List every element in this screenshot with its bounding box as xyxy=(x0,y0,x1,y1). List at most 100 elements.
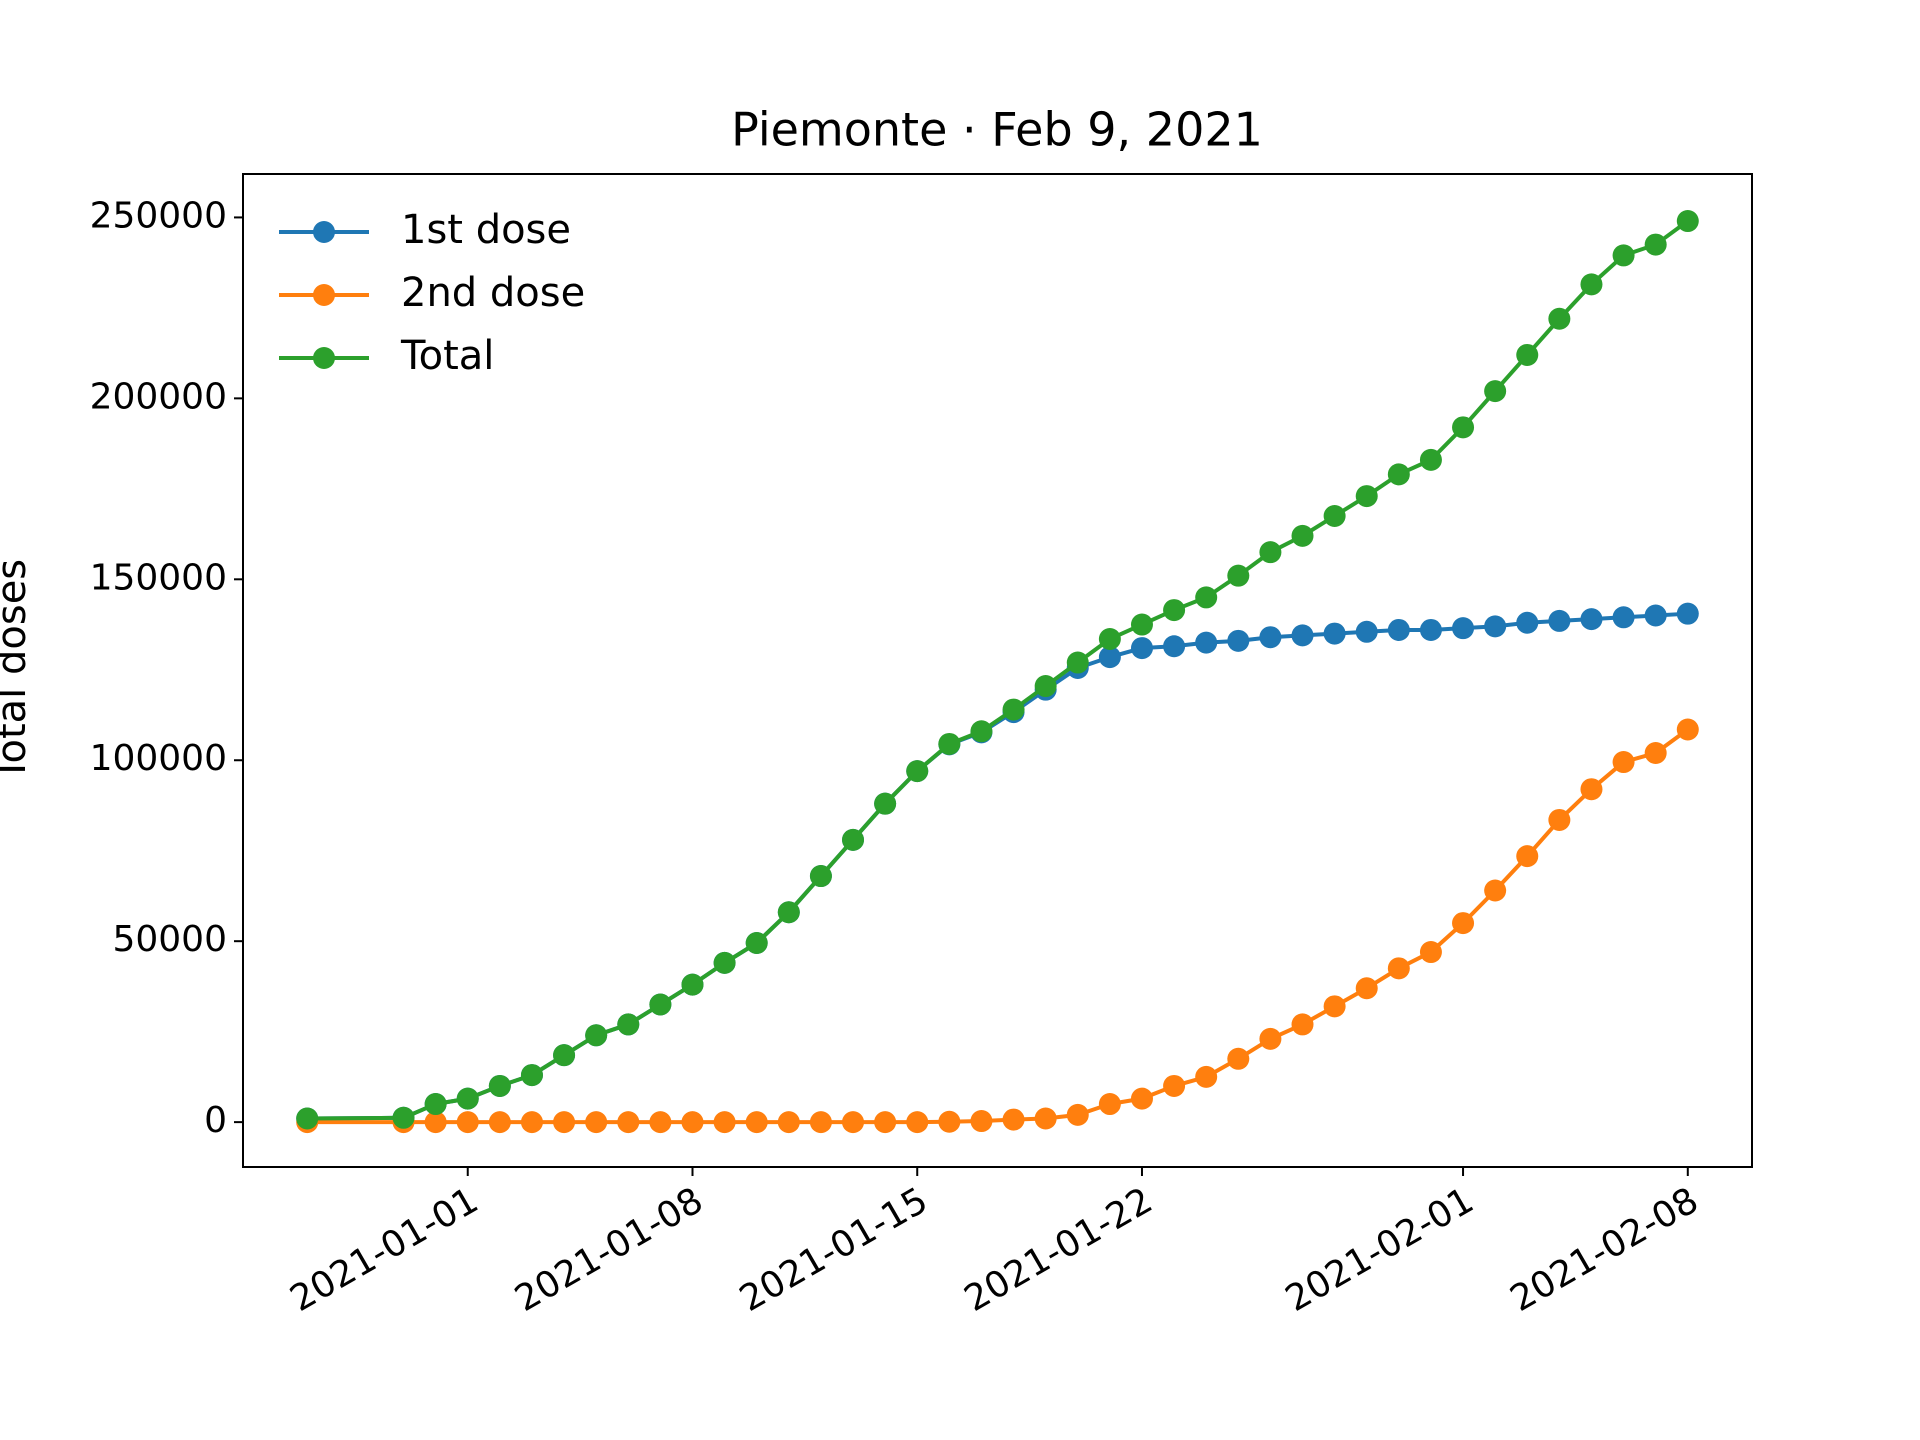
legend-label: 2nd dose xyxy=(401,270,585,316)
data-point xyxy=(1323,504,1346,527)
data-point xyxy=(1580,608,1603,631)
data-point xyxy=(1002,698,1025,721)
data-point xyxy=(1291,624,1314,647)
data-point xyxy=(713,951,736,974)
data-point xyxy=(617,1111,640,1134)
plot-frame xyxy=(242,173,1753,1168)
data-point xyxy=(488,1111,511,1134)
y-tick-label: 0 xyxy=(204,1100,227,1141)
data-point xyxy=(874,792,897,815)
data-point xyxy=(1452,617,1475,640)
data-point xyxy=(1098,628,1121,651)
legend-marker xyxy=(313,347,335,369)
y-tick-label: 200000 xyxy=(90,376,227,417)
data-point xyxy=(1130,1087,1153,1110)
data-point xyxy=(1259,1027,1282,1050)
data-point xyxy=(906,760,929,783)
data-point xyxy=(1130,613,1153,636)
data-point xyxy=(906,1111,929,1134)
data-point xyxy=(1291,524,1314,547)
data-point xyxy=(1002,1108,1025,1131)
data-point xyxy=(649,993,672,1016)
data-point xyxy=(1419,618,1442,641)
data-point xyxy=(1227,1047,1250,1070)
data-point xyxy=(1323,995,1346,1018)
series-line xyxy=(307,219,1689,1121)
data-point xyxy=(456,1087,479,1110)
data-point xyxy=(553,1044,576,1067)
data-point xyxy=(1516,611,1539,634)
data-point xyxy=(745,1111,768,1134)
data-point xyxy=(1387,618,1410,641)
data-point xyxy=(1452,416,1475,439)
y-tick-label: 50000 xyxy=(112,919,227,960)
data-point xyxy=(1644,742,1667,765)
data-point xyxy=(649,1111,672,1134)
x-tick-label: 2021-01-22 xyxy=(958,1180,1160,1320)
data-point xyxy=(1066,651,1089,674)
data-point xyxy=(1387,957,1410,980)
series-line xyxy=(307,727,1689,1125)
data-point xyxy=(392,1106,415,1129)
data-point xyxy=(681,1111,704,1134)
data-point xyxy=(1484,615,1507,638)
data-point xyxy=(1259,541,1282,564)
x-tick-label: 2021-02-01 xyxy=(1279,1180,1481,1320)
y-tick-label: 250000 xyxy=(90,195,227,236)
data-point xyxy=(809,865,832,888)
data-point xyxy=(777,901,800,924)
data-point xyxy=(842,828,865,851)
data-point xyxy=(713,1111,736,1134)
data-point xyxy=(1548,808,1571,831)
data-point xyxy=(1516,845,1539,868)
data-point xyxy=(1227,564,1250,587)
data-point xyxy=(1644,604,1667,627)
data-point xyxy=(1676,210,1699,233)
data-point xyxy=(1548,307,1571,330)
data-point xyxy=(681,973,704,996)
data-point xyxy=(1355,485,1378,508)
data-point xyxy=(456,1111,479,1134)
data-point xyxy=(1580,273,1603,296)
data-point xyxy=(1034,675,1057,698)
data-point xyxy=(842,1111,865,1134)
data-point xyxy=(809,1111,832,1134)
y-tick-label: 150000 xyxy=(90,557,227,598)
data-point xyxy=(874,1111,897,1134)
data-point xyxy=(520,1111,543,1134)
legend-marker xyxy=(313,221,335,243)
data-point xyxy=(1644,233,1667,256)
data-point xyxy=(1098,1093,1121,1116)
data-point xyxy=(1323,622,1346,645)
data-point xyxy=(970,720,993,743)
data-point xyxy=(1355,620,1378,643)
data-point xyxy=(1195,586,1218,609)
data-point xyxy=(1484,879,1507,902)
data-point xyxy=(1612,244,1635,267)
data-point xyxy=(1676,718,1699,741)
data-point xyxy=(553,1111,576,1134)
data-point xyxy=(617,1013,640,1036)
data-point xyxy=(1259,626,1282,649)
data-point xyxy=(1034,1107,1057,1130)
data-point xyxy=(1419,448,1442,471)
data-point xyxy=(1516,343,1539,366)
data-point xyxy=(1098,646,1121,669)
x-tick-label: 2021-02-08 xyxy=(1504,1180,1706,1320)
data-point xyxy=(488,1074,511,1097)
data-point xyxy=(938,732,961,755)
legend-label: 1st dose xyxy=(401,207,571,253)
data-point xyxy=(1066,1103,1089,1126)
data-point xyxy=(1484,380,1507,403)
chart-title: Piemonte · Feb 9, 2021 xyxy=(731,103,1263,157)
data-point xyxy=(1419,941,1442,964)
data-point xyxy=(424,1093,447,1116)
x-tick-label: 2021-01-15 xyxy=(733,1180,935,1320)
legend-label: Total xyxy=(400,333,494,379)
data-point xyxy=(1612,606,1635,629)
data-point xyxy=(970,1110,993,1133)
data-point xyxy=(1227,629,1250,652)
x-tick-label: 2021-01-01 xyxy=(284,1180,486,1320)
data-point xyxy=(1163,1074,1186,1097)
